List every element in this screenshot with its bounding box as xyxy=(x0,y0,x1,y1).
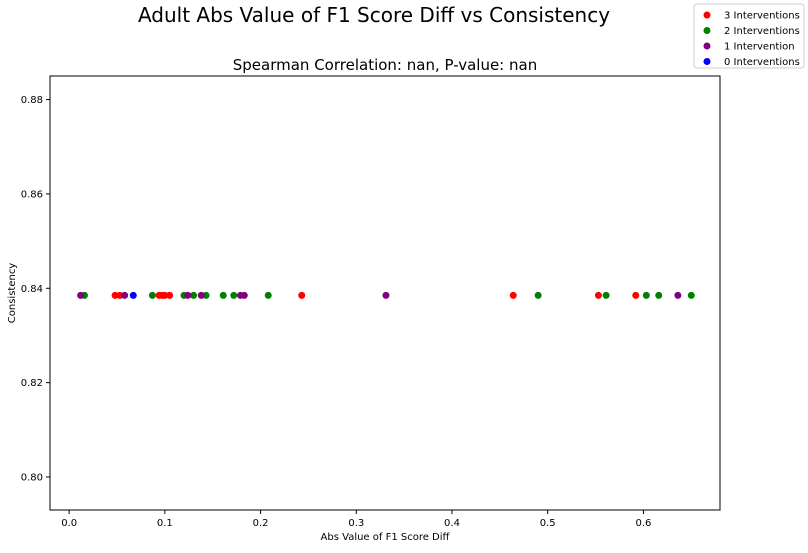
legend-label: 1 Intervention xyxy=(724,42,795,53)
legend-label: 3 Interventions xyxy=(724,11,800,22)
scatter-point xyxy=(594,291,602,299)
scatter-point xyxy=(264,291,272,299)
scatter-point xyxy=(190,291,198,299)
y-tick-label: 0.80 xyxy=(21,472,43,483)
scatter-point xyxy=(298,291,306,299)
scatter-point xyxy=(240,291,248,299)
legend-marker xyxy=(703,11,711,19)
scatter-point xyxy=(166,291,174,299)
legend: 3 Interventions 2 Interventions 1 Interven… xyxy=(693,3,805,69)
x-tick-label: 0.3 xyxy=(348,518,364,529)
x-tick-label: 0.0 xyxy=(61,518,77,529)
y-tick-label: 0.86 xyxy=(21,189,43,200)
y-tick-label: 0.88 xyxy=(21,95,43,106)
scatter-point xyxy=(642,291,650,299)
scatter-point xyxy=(687,291,695,299)
scatter-point xyxy=(202,291,210,299)
y-axis-label: Consistency xyxy=(7,263,18,324)
scatter-point xyxy=(382,291,390,299)
legend-box xyxy=(693,3,805,69)
scatter-point xyxy=(77,291,85,299)
plot-frame xyxy=(49,75,721,511)
scatter-point xyxy=(111,291,119,299)
scatter-point xyxy=(509,291,517,299)
chart-subtitle: Spearman Correlation: nan, P-value: nan xyxy=(233,56,537,74)
scatter-point xyxy=(602,291,610,299)
scatter-point xyxy=(121,291,129,299)
legend-marker xyxy=(703,42,711,50)
scatter-point xyxy=(534,291,542,299)
scatter-point xyxy=(184,291,192,299)
scatter-point xyxy=(161,291,169,299)
legend-marker xyxy=(703,58,711,65)
x-tick-label: 0.5 xyxy=(540,518,556,529)
scatter-point xyxy=(674,291,682,299)
x-tick-label: 0.4 xyxy=(444,518,460,529)
scatter-point xyxy=(655,291,663,299)
y-tick-label: 0.84 xyxy=(21,284,43,295)
data-points xyxy=(77,291,695,299)
scatter-point xyxy=(230,291,238,299)
x-tick-label: 0.1 xyxy=(157,518,173,529)
scatter-point xyxy=(148,291,156,299)
x-tick-label: 0.6 xyxy=(635,518,651,529)
scatter-point xyxy=(197,291,205,299)
scatter-point xyxy=(219,291,227,299)
legend-label: 0 Interventions xyxy=(724,57,800,68)
chart-title: Adult Abs Value of F1 Score Diff vs Cons… xyxy=(138,3,610,27)
x-tick-label: 0.2 xyxy=(253,518,269,529)
x-axis-ticks: 0.0 0.1 0.2 0.3 0.4 0.5 0.6 xyxy=(61,510,651,529)
scatter-point xyxy=(632,291,640,299)
y-axis-ticks: 0.80 0.82 0.84 0.86 0.88 xyxy=(21,95,50,483)
x-axis-label: Abs Value of F1 Score Diff xyxy=(321,532,451,543)
legend-label: 2 Interventions xyxy=(724,26,800,37)
scatter-point xyxy=(129,291,137,299)
legend-marker xyxy=(703,27,711,34)
scatter-point xyxy=(116,291,124,299)
y-tick-label: 0.82 xyxy=(21,378,43,389)
